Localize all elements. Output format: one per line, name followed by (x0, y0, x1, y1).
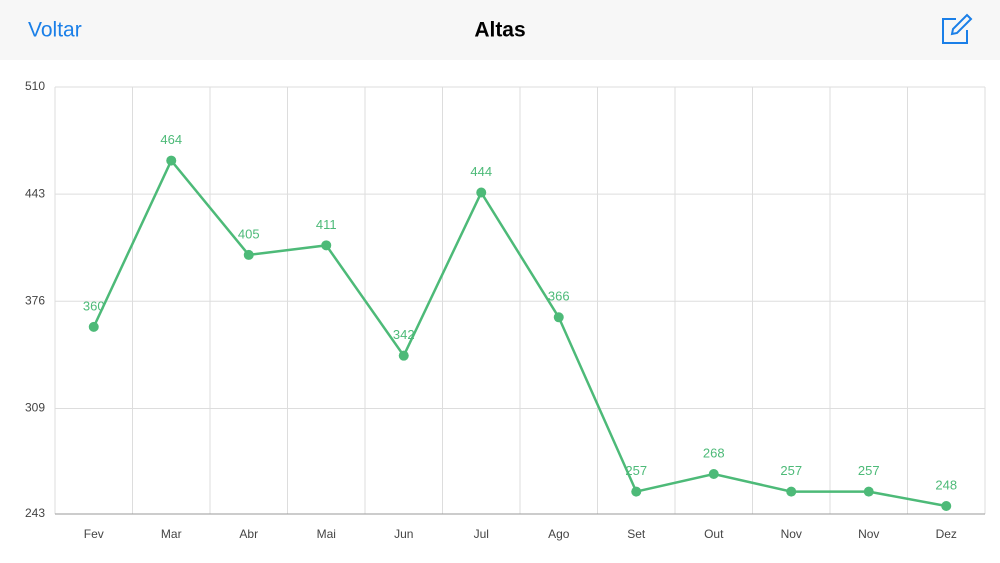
nav-bar (0, 0, 1000, 60)
value-label: 257 (858, 463, 880, 478)
point (166, 155, 177, 166)
value-label: 257 (625, 463, 647, 478)
point (243, 249, 254, 260)
x-tick-label: Fev (84, 527, 104, 541)
point (88, 321, 99, 332)
x-tick-label: Jul (474, 527, 489, 541)
point (786, 486, 797, 497)
line (92, 158, 947, 508)
point (631, 486, 642, 497)
point (941, 501, 952, 512)
value-label: 248 (935, 477, 957, 492)
value-label: 405 (238, 226, 260, 241)
point (476, 187, 487, 198)
y-tick-label: 376 (25, 293, 45, 307)
x-tick-label: Nov (781, 527, 802, 541)
value-label: 342 (393, 327, 415, 342)
nav-title: Altas (474, 19, 525, 42)
value-label: 268 (703, 445, 725, 460)
point (863, 486, 874, 497)
point (398, 350, 409, 361)
x-tick-label: Dez (936, 527, 957, 541)
value-label: 411 (316, 217, 337, 232)
y-tick-label: 510 (25, 79, 45, 93)
point (321, 240, 332, 251)
x-tick-label: Ago (548, 527, 570, 541)
y-tick-label: 443 (25, 186, 45, 200)
edit-icon[interactable] (942, 13, 973, 44)
point (553, 312, 564, 323)
y-tick-label: 243 (25, 506, 45, 520)
point (708, 469, 719, 480)
value-label: 464 (160, 132, 182, 147)
back-button[interactable]: Voltar (28, 19, 82, 42)
x-tick-label: Out (704, 527, 724, 541)
value-label: 360 (83, 298, 105, 313)
y-tick-label: 309 (25, 401, 45, 415)
x-tick-label: Mai (317, 527, 336, 541)
x-tick-label: Jun (394, 527, 413, 541)
value-label: 444 (470, 164, 492, 179)
edit-icon-box (942, 18, 968, 44)
edit-icon-pencil (950, 13, 973, 36)
x-tick-label: Abr (239, 527, 258, 541)
value-label: 366 (548, 289, 570, 304)
x-tick-label: Mar (161, 527, 182, 541)
x-tick-label: Nov (858, 527, 879, 541)
value-label: 257 (780, 463, 802, 478)
x-tick-label: Set (627, 527, 646, 541)
